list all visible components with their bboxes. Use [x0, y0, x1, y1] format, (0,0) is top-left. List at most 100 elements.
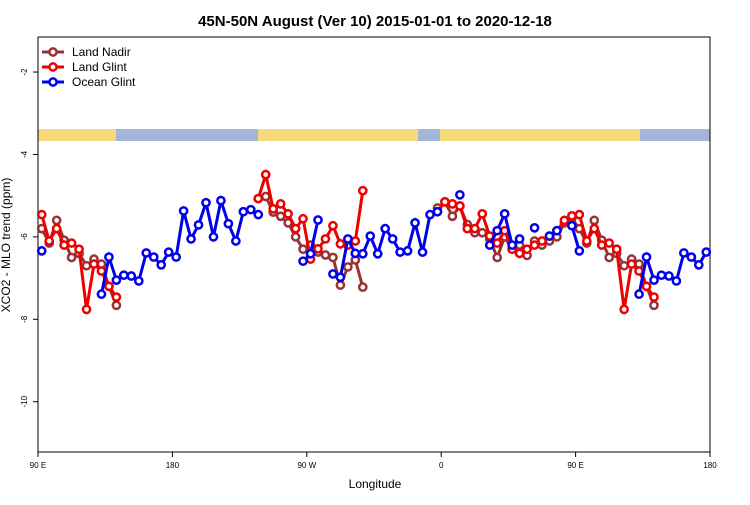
data-point	[350, 248, 361, 259]
data-point	[537, 236, 547, 246]
data-point	[365, 231, 376, 241]
data-point	[432, 206, 443, 217]
data-point	[111, 292, 122, 302]
data-point	[238, 206, 249, 217]
data-point	[343, 262, 353, 272]
x-axis-label: Longitude	[349, 477, 402, 491]
data-point	[335, 272, 346, 283]
data-point	[36, 209, 47, 220]
data-point	[148, 252, 159, 262]
data-point	[111, 300, 122, 311]
data-point	[290, 232, 301, 242]
data-point	[671, 276, 682, 286]
data-point	[156, 260, 167, 270]
data-point	[544, 231, 555, 241]
data-point	[298, 244, 308, 255]
data-point	[559, 215, 570, 226]
data-point	[193, 220, 204, 230]
data-point	[89, 259, 99, 269]
data-point	[484, 240, 495, 250]
data-point	[74, 244, 84, 255]
data-point	[305, 248, 316, 259]
data-point	[469, 223, 480, 234]
data-point	[380, 223, 391, 234]
data-point	[619, 304, 629, 315]
data-point	[581, 236, 592, 246]
y-tick-label: -2	[20, 68, 29, 76]
data-point	[522, 244, 532, 255]
data-point	[455, 189, 465, 200]
data-point	[649, 275, 659, 285]
x-tick-label: 180	[166, 461, 180, 470]
data-point	[596, 240, 607, 250]
data-point	[574, 246, 585, 256]
data-point	[223, 218, 234, 229]
data-point	[634, 266, 644, 276]
data-point	[260, 191, 271, 202]
data-point	[96, 289, 107, 300]
data-point	[320, 250, 331, 260]
data-point	[664, 271, 674, 281]
y-tick-label: -10	[20, 395, 29, 407]
data-point	[335, 280, 346, 290]
x-tick-label: 0	[439, 461, 444, 470]
data-point	[619, 260, 629, 271]
data-point	[51, 215, 62, 226]
data-point	[313, 215, 323, 225]
data-point	[567, 211, 577, 221]
data-point	[529, 222, 540, 233]
map-land	[258, 129, 418, 141]
data-point	[298, 213, 308, 224]
data-point	[634, 289, 644, 300]
plot-frame	[37, 36, 711, 453]
data-point	[679, 248, 689, 258]
data-point	[626, 259, 637, 269]
data-point	[290, 223, 301, 234]
y-tick-label: -6	[20, 233, 29, 241]
data-point	[275, 199, 286, 209]
data-point	[66, 252, 77, 263]
data-point	[133, 276, 144, 286]
data-point	[171, 252, 181, 262]
data-point	[119, 270, 129, 281]
data-point	[492, 238, 503, 248]
data-point	[455, 201, 465, 211]
data-point	[567, 220, 577, 231]
data-point	[335, 239, 346, 249]
y-axis-label: XCO2 - MLO trend (ppm)	[0, 178, 13, 313]
data-point	[529, 240, 540, 250]
data-point	[201, 197, 211, 208]
data-point	[402, 246, 413, 256]
data-point	[328, 252, 338, 263]
data-point	[649, 292, 659, 302]
data-point	[589, 223, 600, 234]
data-point	[417, 247, 428, 257]
data-point	[283, 208, 293, 219]
data-point	[253, 193, 264, 204]
data-point	[328, 220, 338, 231]
map-land	[38, 129, 116, 141]
data-point	[208, 232, 219, 242]
data-point	[641, 281, 652, 292]
legend-marker	[48, 47, 58, 57]
legend-label: Land Glint	[72, 60, 127, 74]
data-point	[611, 244, 622, 255]
data-point	[104, 281, 114, 292]
data-point	[462, 223, 473, 234]
chart-title: 45N-50N August (Ver 10) 2015-01-01 to 20…	[198, 13, 552, 30]
data-point	[298, 256, 308, 267]
data-point	[604, 238, 615, 248]
data-point	[410, 218, 420, 228]
x-tick-label: 90 W	[297, 461, 316, 470]
data-point	[387, 234, 398, 244]
data-point	[656, 270, 667, 281]
data-point	[51, 223, 62, 234]
data-point	[507, 240, 517, 250]
legend-label: Land Nadir	[72, 45, 131, 59]
data-point	[395, 247, 405, 257]
data-point	[81, 304, 92, 315]
data-point	[649, 300, 659, 311]
legend-marker	[48, 62, 58, 72]
data-point	[313, 243, 323, 254]
